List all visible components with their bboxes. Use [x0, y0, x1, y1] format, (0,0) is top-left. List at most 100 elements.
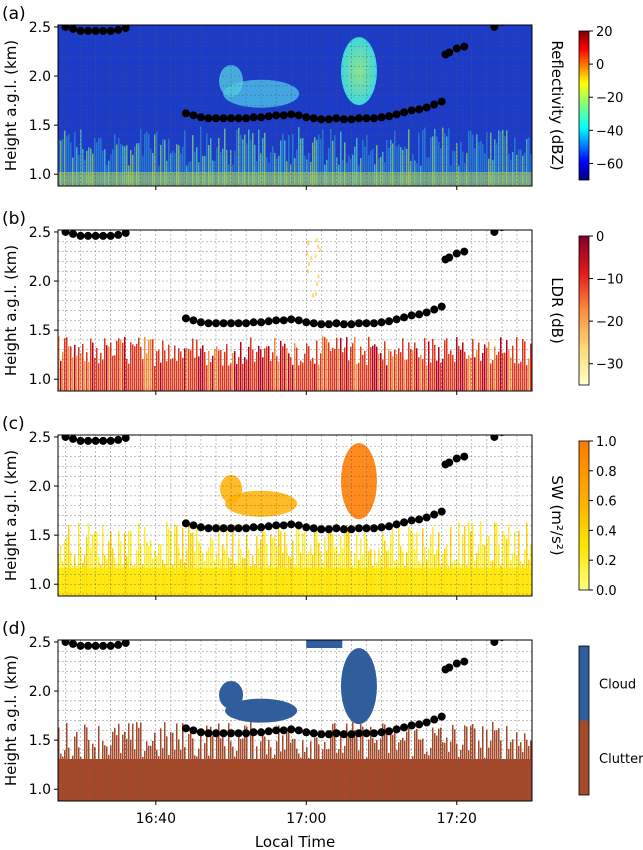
ldr-streak	[494, 346, 496, 391]
ldr-speck	[306, 251, 309, 256]
reflectivity-streak	[456, 143, 458, 186]
cloud-base-marker	[437, 302, 446, 311]
reflectivity-streak	[150, 148, 152, 186]
cloud-base-marker	[332, 114, 341, 123]
ldr-streak	[112, 355, 114, 391]
cloud-base-marker	[324, 525, 333, 534]
reflectivity-streak	[246, 143, 248, 186]
ldr-streak	[316, 340, 318, 391]
cloud-base-marker	[84, 26, 93, 35]
ldr-streak	[318, 364, 320, 391]
reflectivity-streak	[332, 140, 334, 186]
ldr-streak	[404, 359, 406, 391]
ldr-streak	[116, 340, 118, 391]
cloud-base-marker	[121, 25, 130, 32]
colorbar: 20 0 −20 −40 −60 Reflectivity (dBZ)	[548, 25, 623, 181]
ldr-streak	[196, 339, 198, 391]
ldr-streak	[234, 351, 236, 391]
cloud-base-marker	[339, 320, 348, 329]
reflectivity-streak	[330, 129, 332, 186]
cloud-base-marker	[452, 454, 461, 463]
reflectivity-streak	[98, 138, 100, 186]
reflectivity-streak	[154, 134, 156, 186]
sw-streak	[270, 534, 272, 596]
ldr-streak	[228, 365, 230, 391]
ldr-streak	[304, 353, 306, 391]
cloud-base-marker	[392, 725, 401, 734]
x-tick-label: 17:00	[286, 811, 326, 827]
sw-streak	[470, 531, 472, 596]
reflectivity-streak	[362, 139, 364, 186]
colorbar-gradient	[578, 440, 590, 591]
ldr-streak	[166, 361, 168, 391]
ldr-streak	[502, 352, 504, 391]
reflectivity-streak	[352, 154, 354, 186]
reflectivity-streak	[156, 131, 158, 186]
sw-streak	[348, 530, 350, 596]
cloud-base-marker	[309, 729, 318, 738]
cloud-base-marker	[490, 25, 499, 31]
ldr-streak	[140, 346, 142, 391]
ldr-streak	[72, 357, 74, 391]
sw-streak	[78, 522, 80, 596]
y-tick-label: 1.5	[29, 323, 51, 339]
reflectivity-streak	[490, 132, 492, 186]
cloud-base-marker	[422, 308, 431, 317]
sw-streak	[382, 531, 384, 596]
reflectivity-streak	[234, 150, 236, 186]
ldr-streak	[450, 350, 452, 391]
ldr-streak	[226, 344, 228, 391]
sw-streak	[118, 530, 120, 596]
ldr-streak	[212, 355, 214, 391]
ldr-streak	[230, 363, 232, 391]
colorbar-tick-label: 1.0	[596, 435, 617, 450]
cloud-base-marker	[324, 730, 333, 739]
clutter-band	[58, 759, 532, 801]
y-axis-label: Height a.g.l. (km)	[2, 245, 20, 376]
cloud-base-marker	[196, 318, 205, 327]
ldr-streak	[220, 349, 222, 391]
ldr-streak	[490, 363, 492, 391]
cloud-base-marker	[302, 113, 311, 122]
sw-streak	[410, 529, 412, 596]
reflectivity-streak	[218, 138, 220, 186]
ldr-streak	[142, 359, 144, 391]
reflectivity-streak	[202, 156, 204, 186]
cloud-base-marker	[181, 314, 190, 323]
sw-streak	[144, 526, 146, 596]
cloud-base-marker	[219, 114, 228, 123]
ldr-streak	[274, 337, 276, 391]
reflectivity-streak	[506, 130, 508, 186]
sw-streak	[344, 527, 346, 596]
cloud-base-marker	[69, 230, 78, 238]
reflectivity-streak	[454, 151, 456, 186]
ldr-streak	[90, 338, 92, 391]
ldr-streak	[188, 349, 190, 391]
ldr-streak	[150, 339, 152, 391]
ldr-streak	[350, 346, 352, 391]
reflectivity-streak	[120, 143, 122, 186]
sw-streak	[128, 530, 130, 596]
reflectivity-streak	[226, 149, 228, 186]
colorbar-gradient	[578, 235, 590, 386]
reflectivity-streak	[274, 152, 276, 186]
plot-area	[58, 640, 532, 801]
ldr-streak	[362, 354, 364, 391]
plot-frame	[57, 434, 533, 597]
cloud-base-marker	[249, 113, 258, 122]
reflectivity-streak	[308, 152, 310, 186]
sw-streak	[346, 525, 348, 596]
grid	[58, 640, 532, 801]
ldr-streak	[256, 351, 258, 391]
ldr-streak	[100, 352, 102, 391]
cloud-base-marker	[279, 521, 288, 530]
ldr-speck	[307, 241, 310, 246]
cloud-base-marker	[392, 315, 401, 324]
cloud-base-marker	[114, 435, 123, 444]
reflectivity-streak	[88, 147, 90, 186]
cloud-base-marker	[415, 310, 424, 319]
sw-streak	[68, 524, 70, 596]
ldr-streak	[144, 336, 146, 391]
reflectivity-streak	[204, 155, 206, 186]
colorbar-tick-label: 0	[596, 230, 604, 245]
